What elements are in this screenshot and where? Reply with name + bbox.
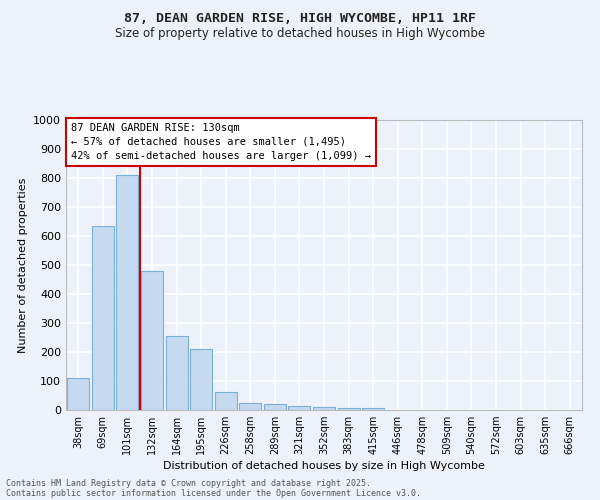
Bar	[190, 349, 212, 410]
Text: Size of property relative to detached houses in High Wycombe: Size of property relative to detached ho…	[115, 28, 485, 40]
Bar	[215, 392, 237, 410]
Bar	[141, 271, 163, 410]
Bar	[166, 336, 188, 410]
Bar	[313, 407, 335, 410]
Text: Contains public sector information licensed under the Open Government Licence v3: Contains public sector information licen…	[6, 488, 421, 498]
Text: 87, DEAN GARDEN RISE, HIGH WYCOMBE, HP11 1RF: 87, DEAN GARDEN RISE, HIGH WYCOMBE, HP11…	[124, 12, 476, 26]
Bar	[264, 404, 286, 410]
Bar	[362, 408, 384, 410]
Bar	[67, 378, 89, 410]
Text: 87 DEAN GARDEN RISE: 130sqm
← 57% of detached houses are smaller (1,495)
42% of : 87 DEAN GARDEN RISE: 130sqm ← 57% of det…	[71, 123, 371, 161]
X-axis label: Distribution of detached houses by size in High Wycombe: Distribution of detached houses by size …	[163, 462, 485, 471]
Text: Contains HM Land Registry data © Crown copyright and database right 2025.: Contains HM Land Registry data © Crown c…	[6, 478, 371, 488]
Bar	[116, 175, 139, 410]
Bar	[338, 408, 359, 410]
Bar	[92, 226, 114, 410]
Bar	[239, 403, 262, 410]
Bar	[289, 406, 310, 410]
Y-axis label: Number of detached properties: Number of detached properties	[17, 178, 28, 352]
